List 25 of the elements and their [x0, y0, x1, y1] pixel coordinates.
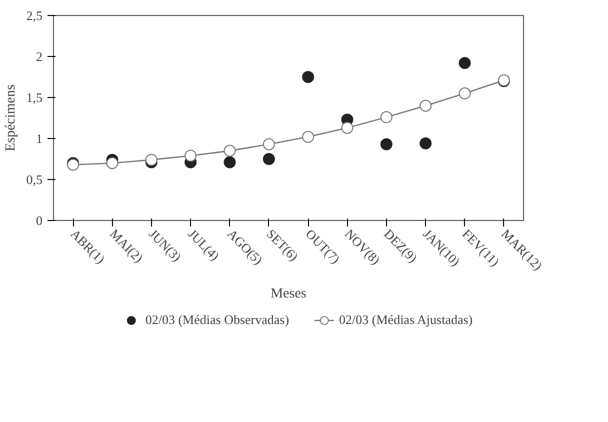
legend-label: 02/03 (Médias Ajustadas) — [339, 312, 473, 328]
point — [458, 57, 471, 70]
point — [262, 138, 275, 150]
y-tick-label: 1,5 — [26, 90, 42, 105]
point — [302, 130, 314, 143]
point — [145, 154, 158, 166]
y-tick-label: 0 — [36, 213, 42, 228]
point — [302, 71, 314, 83]
point — [420, 100, 432, 112]
y-tick-label: 2 — [36, 49, 42, 64]
point — [458, 87, 471, 100]
y-tick-label: 2,5 — [26, 8, 42, 23]
y-tick-label: 1 — [36, 131, 42, 146]
point — [420, 137, 432, 150]
point — [262, 153, 275, 165]
point — [184, 150, 197, 162]
point — [380, 138, 392, 150]
y-axis-title: Espécimens — [3, 84, 18, 152]
y-tick-label: 0,5 — [26, 172, 42, 187]
point — [341, 122, 354, 134]
x-axis-title: Meses — [270, 286, 306, 302]
legend-label: 02/03 (Médias Observadas) — [145, 312, 290, 328]
point — [224, 156, 236, 168]
point — [224, 144, 236, 157]
point — [106, 157, 118, 170]
